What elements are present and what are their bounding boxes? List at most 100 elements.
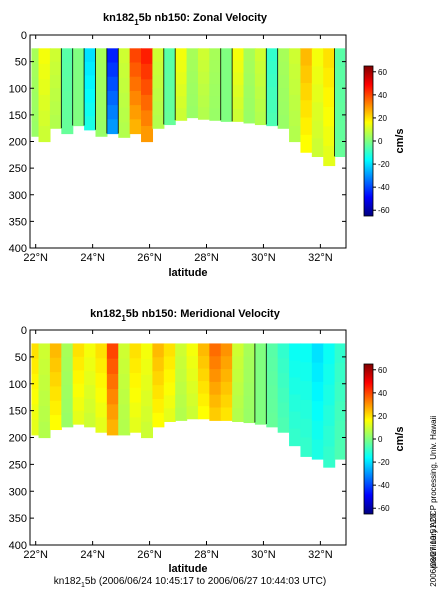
velocity-cell [266, 343, 279, 358]
x-tick-label: 24°N [80, 252, 105, 264]
velocity-cell [31, 389, 40, 405]
velocity-cell [334, 401, 346, 422]
velocity-cell [141, 63, 154, 80]
y-tick-label: 200 [9, 433, 27, 445]
velocity-cell [311, 381, 324, 402]
velocity-cell [72, 48, 85, 62]
velocity-cell [31, 106, 40, 123]
velocity-cell [254, 383, 267, 398]
velocity-cell [61, 398, 74, 414]
velocity-cell [141, 359, 154, 376]
velocity-cell [334, 102, 346, 121]
title-rest: 5b nb150: Meridional Velocity [126, 308, 281, 320]
velocity-cell [220, 407, 233, 421]
velocity-cell [186, 406, 199, 420]
velocity-cell [289, 110, 302, 127]
velocity-cell [72, 356, 85, 371]
velocity-cell [49, 101, 62, 116]
velocity-cell [175, 72, 188, 85]
velocity-cell [175, 381, 188, 396]
velocity-cell [61, 48, 74, 64]
velocity-cell [197, 60, 210, 73]
velocity-cell [49, 114, 62, 129]
velocity-cell [243, 110, 256, 124]
velocity-cell [197, 393, 210, 407]
velocity-cell [323, 87, 336, 108]
velocity-cell [220, 369, 233, 383]
velocity-cell [61, 371, 74, 386]
velocity-cell [289, 360, 302, 379]
velocity-cell [106, 62, 119, 78]
colorbar-tick-label: 0 [378, 137, 383, 146]
y-tick-label: 150 [9, 110, 27, 122]
velocity-cell [72, 61, 85, 75]
colorbar: -60 -40 -20 0 20 40 60 cm/s [363, 363, 406, 515]
velocity-cell [311, 84, 324, 103]
velocity-cell [118, 77, 131, 94]
velocity-cell [129, 119, 142, 135]
velocity-cell [186, 71, 199, 84]
velocity-cell [175, 96, 188, 109]
velocity-cell [209, 394, 222, 409]
velocity-cell [95, 373, 108, 389]
velocity-cell [254, 73, 267, 87]
x-tick-label: 26°N [137, 252, 162, 264]
title-main: kn182 [103, 12, 134, 24]
velocity-cell [300, 437, 313, 457]
velocity-cell [163, 86, 176, 100]
colorbar-tick-label: 40 [378, 91, 387, 100]
velocity-cell [220, 343, 233, 357]
velocity-cell [266, 412, 279, 428]
velocity-cell [289, 411, 302, 430]
velocity-cell [72, 383, 85, 398]
velocity-cell [243, 85, 256, 99]
velocity-cell [106, 389, 119, 405]
velocity-cell [175, 48, 188, 61]
x-tick-label: 22°N [23, 252, 48, 264]
velocity-cell [266, 99, 279, 114]
y-tick-label: 250 [9, 459, 27, 471]
velocity-cell [266, 74, 279, 88]
velocity-cell [118, 107, 131, 124]
velocity-cell [220, 60, 233, 74]
velocity-cell [334, 84, 346, 103]
velocity-cell [141, 374, 154, 392]
velocity-cell [186, 343, 199, 357]
velocity-cell [243, 382, 256, 397]
velocity-cell [334, 420, 346, 441]
velocity-cell [152, 114, 165, 129]
velocity-cell [334, 343, 346, 364]
velocity-cell [95, 387, 108, 404]
velocity-cell [323, 446, 336, 468]
velocity-cell [277, 74, 290, 89]
velocity-cell [197, 95, 210, 108]
velocity-cell [277, 48, 290, 63]
velocity-cell [186, 82, 199, 96]
velocity-cell [84, 75, 97, 90]
velocity-cell [84, 412, 97, 428]
velocity-cell [186, 381, 199, 395]
velocity-cell [243, 369, 256, 384]
y-tick-label: 400 [9, 540, 27, 552]
velocity-cell [38, 421, 51, 439]
velocity-cell [232, 395, 245, 409]
velocity-cell [163, 111, 176, 126]
velocity-cell [163, 395, 176, 409]
velocity-cell [72, 112, 85, 127]
y-tick-label: 0 [21, 325, 27, 337]
velocity-cell [152, 74, 165, 89]
velocity-cell [152, 357, 165, 372]
velocity-cell [38, 374, 51, 392]
velocity-cell [197, 48, 210, 61]
velocity-cell [209, 356, 222, 370]
velocity-cell [289, 79, 302, 96]
velocity-cell [141, 390, 154, 407]
velocity-cell [152, 61, 165, 76]
velocity-cell [323, 126, 336, 147]
velocity-cell [220, 394, 233, 409]
velocity-cell [118, 404, 131, 421]
velocity-cell [152, 88, 165, 103]
velocity-cell [311, 401, 324, 422]
velocity-cell [254, 356, 267, 371]
title-rest: 5b nb150: Zonal Velocity [139, 12, 268, 24]
